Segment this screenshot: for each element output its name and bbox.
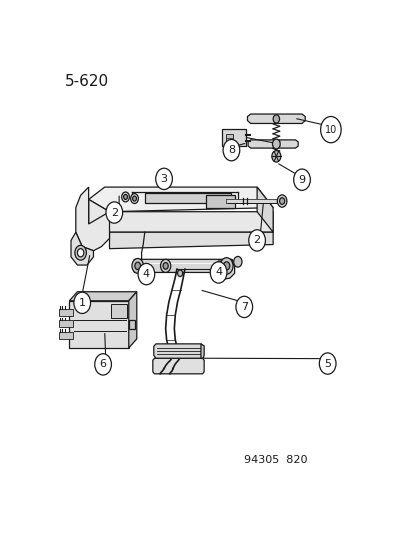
Text: 1: 1 [78,298,85,308]
Circle shape [271,150,280,162]
Text: 94305  820: 94305 820 [244,455,307,465]
Text: 9: 9 [298,175,305,185]
FancyBboxPatch shape [59,309,72,316]
Text: 3: 3 [160,174,167,184]
Text: 8: 8 [227,145,235,155]
Circle shape [220,257,233,274]
Polygon shape [256,187,273,232]
Circle shape [235,296,252,318]
Circle shape [320,117,340,143]
Circle shape [132,259,143,273]
Polygon shape [153,344,203,358]
Polygon shape [205,195,234,208]
Circle shape [177,270,182,277]
Polygon shape [69,292,136,301]
FancyBboxPatch shape [59,320,72,327]
Circle shape [75,245,86,260]
Circle shape [223,140,239,161]
Polygon shape [109,232,273,248]
Polygon shape [76,187,109,251]
FancyBboxPatch shape [221,129,245,146]
Polygon shape [88,187,273,212]
Circle shape [106,202,122,223]
Circle shape [272,139,280,149]
Circle shape [233,256,242,267]
Circle shape [248,230,265,251]
Circle shape [273,115,279,123]
Circle shape [277,195,286,207]
Polygon shape [128,320,134,329]
Text: 2: 2 [111,207,118,217]
Text: 5-620: 5-620 [64,74,109,89]
Polygon shape [212,261,234,279]
Circle shape [210,262,226,283]
Circle shape [138,263,154,285]
Text: 10: 10 [324,125,336,135]
Circle shape [131,193,138,204]
Circle shape [293,169,310,190]
Circle shape [77,248,83,257]
Polygon shape [71,232,93,265]
FancyBboxPatch shape [133,260,232,272]
Circle shape [279,198,284,204]
FancyBboxPatch shape [225,134,232,143]
Polygon shape [247,114,304,124]
Circle shape [121,192,129,202]
Circle shape [223,262,229,270]
Circle shape [135,262,140,270]
Circle shape [132,196,136,201]
Text: 6: 6 [100,359,106,369]
FancyBboxPatch shape [111,304,126,318]
Circle shape [160,260,171,272]
Text: 2: 2 [253,236,260,245]
Polygon shape [200,344,204,358]
Circle shape [95,354,111,375]
Text: 7: 7 [240,302,247,312]
Polygon shape [152,358,204,374]
Circle shape [163,263,168,269]
Circle shape [74,292,90,313]
Polygon shape [128,292,136,348]
Text: 4: 4 [142,269,150,279]
Text: 5: 5 [323,359,330,368]
FancyBboxPatch shape [59,332,72,339]
Polygon shape [69,301,128,348]
Circle shape [155,168,172,190]
Polygon shape [247,140,297,148]
Polygon shape [145,193,231,204]
Circle shape [318,353,335,374]
Polygon shape [88,199,273,232]
Text: 4: 4 [214,268,222,278]
Circle shape [123,195,127,199]
